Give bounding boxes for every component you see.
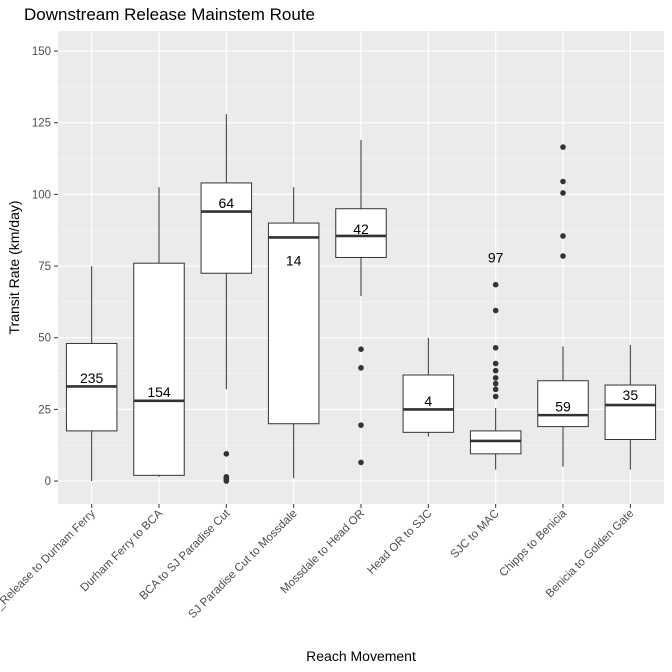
- outlier-point: [560, 190, 566, 196]
- outlier-point: [492, 386, 499, 393]
- outlier-point: [560, 253, 566, 259]
- outlier-point: [492, 393, 499, 400]
- count-label: 14: [286, 252, 302, 268]
- outlier-point: [492, 344, 499, 351]
- box-iqr: [469, 430, 522, 455]
- outlier-point: [492, 375, 499, 381]
- outlier-point: [492, 360, 499, 367]
- count-label: 59: [555, 399, 571, 415]
- count-label: 42: [353, 221, 369, 237]
- y-tick-label: 25: [38, 404, 51, 416]
- box-iqr: [335, 208, 387, 258]
- y-axis-ticks: 0 25 50 75 100 125 150: [32, 46, 58, 488]
- count-label: 235: [80, 370, 104, 386]
- y-tick-label: 125: [32, 118, 51, 130]
- box-group: 14: [267, 187, 320, 479]
- outlier-point: [492, 380, 499, 387]
- x-axis-title: Reach Movement: [306, 648, 416, 664]
- box-group: 64: [200, 114, 253, 484]
- box-group: 59: [537, 144, 589, 467]
- count-label: 64: [219, 195, 235, 211]
- box-iqr: [133, 262, 185, 476]
- x-tick-label: SJ Paradise Cut to Mossdale: [186, 508, 299, 621]
- outlier-point: [492, 367, 499, 374]
- box-group: 97: [469, 249, 522, 470]
- count-label: 97: [488, 249, 504, 265]
- box-iqr: [537, 380, 589, 428]
- outlier-point: [223, 451, 230, 457]
- boxes: 235 154 64 14 42 4 97 59 35: [65, 114, 657, 484]
- x-tick-label: Head OR to SJC: [365, 508, 434, 577]
- box-group: 35: [604, 344, 657, 470]
- count-label: 4: [424, 393, 432, 409]
- outlier-point: [560, 233, 566, 239]
- box-group: 4: [402, 337, 455, 437]
- box-group: 235: [65, 266, 118, 482]
- outlier-point: [492, 307, 499, 314]
- y-tick-label: 100: [32, 189, 51, 201]
- outlier-point: [358, 365, 364, 371]
- outlier-point: [223, 478, 230, 484]
- outlier-point: [492, 281, 499, 288]
- y-tick-label: 0: [45, 476, 51, 488]
- box-group: 42: [335, 139, 387, 466]
- outlier-point: [358, 422, 364, 428]
- box-group: 154: [133, 187, 185, 477]
- outlier-point: [560, 178, 566, 185]
- box-iqr: [402, 374, 455, 433]
- outlier-point: [358, 346, 364, 353]
- box-iqr: [267, 222, 320, 425]
- y-tick-label: 50: [38, 333, 51, 345]
- chart-title: Downstream Release Mainstem Route: [24, 5, 315, 24]
- box-iqr: [604, 384, 657, 440]
- x-tick-label: Chipps to Benicia: [497, 507, 569, 579]
- box-iqr: [200, 182, 253, 274]
- count-label: 35: [623, 387, 639, 403]
- x-tick-label: SJC to MAC: [449, 508, 502, 561]
- outlier-point: [560, 144, 566, 150]
- count-label: 154: [147, 384, 171, 400]
- outlier-point: [358, 459, 364, 466]
- y-axis-title: Transit Rate (km/day): [6, 200, 22, 334]
- x-tick-label: _Release to Durham Ferry: [0, 507, 98, 612]
- y-tick-label: 75: [38, 261, 51, 273]
- y-tick-label: 150: [32, 46, 51, 58]
